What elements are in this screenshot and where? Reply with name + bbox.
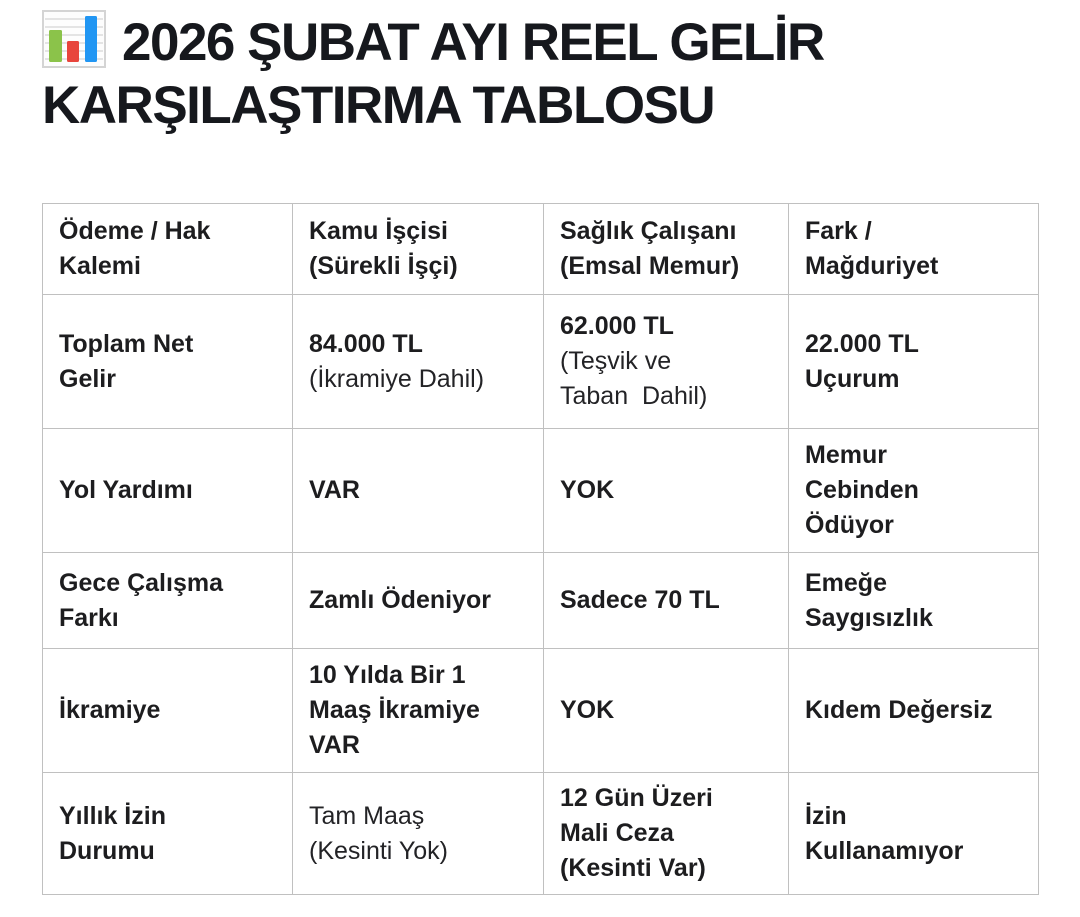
- cell-value: Zamlı Ödeniyor: [309, 586, 491, 614]
- row-label: İkramiye: [59, 696, 161, 724]
- cell-value: YOK: [560, 476, 615, 504]
- row-label-cell: Yıllık İzin Durumu: [42, 772, 293, 895]
- table-cell: İzin Kullanamıyor: [788, 772, 1039, 895]
- cell-value: Emeğe Saygısızlık: [805, 568, 933, 632]
- table-row-yol-yardimi: Yol Yardımı VAR YOK Memur Cebinden Ödüyo…: [42, 428, 1039, 553]
- comparison-table: Ödeme / Hak Kalemi Kamu İşçisi (Sürekli …: [42, 203, 1039, 895]
- row-label-cell: Gece Çalışma Farkı: [42, 552, 293, 649]
- row-label: Yol Yardımı: [59, 476, 193, 504]
- table-cell: YOK: [543, 648, 789, 773]
- page-title: 2026 ŞUBAT AYI REEL GELİR KARŞILAŞTIRMA …: [42, 10, 1038, 137]
- column-header-label: Ödeme / Hak Kalemi: [59, 217, 211, 280]
- table-header-row: Ödeme / Hak Kalemi Kamu İşçisi (Sürekli …: [42, 203, 1039, 295]
- column-header-label: Sağlık Çalışanı (Emsal Memur): [560, 217, 740, 280]
- table-cell: 12 Gün Üzeri Mali Ceza (Kesinti Var): [543, 772, 789, 895]
- table-cell: 62.000 TL (Teşvik ve Taban Dahil): [543, 294, 789, 429]
- table-row-ikramiye: İkramiye 10 Yılda Bir 1 Maaş İkramiye VA…: [42, 648, 1039, 773]
- row-label: Gece Çalışma Farkı: [59, 568, 223, 632]
- table-row-toplam-net-gelir: Toplam Net Gelir 84.000 TL (İkramiye Dahi…: [42, 294, 1039, 429]
- column-header-label: Fark / Mağduriyet: [805, 217, 939, 280]
- table-cell: 10 Yılda Bir 1 Maaş İkramiye VAR: [292, 648, 544, 773]
- row-label: Yıllık İzin Durumu: [59, 801, 166, 865]
- cell-value: Memur Cebinden Ödüyor: [805, 441, 919, 539]
- cell-value: İzin Kullanamıyor: [805, 801, 964, 865]
- table-cell: Zamlı Ödeniyor: [292, 552, 544, 649]
- bar-chart-icon: [42, 10, 106, 68]
- table-cell: Emeğe Saygısızlık: [788, 552, 1039, 649]
- table-cell: VAR: [292, 428, 544, 553]
- table-row-yillik-izin-durumu: Yıllık İzin Durumu Tam Maaş (Kesinti Yok…: [42, 772, 1039, 895]
- table-cell: Memur Cebinden Ödüyor: [788, 428, 1039, 553]
- table-row-gece-calisma-farki: Gece Çalışma Farkı Zamlı Ödeniyor Sadece…: [42, 552, 1039, 649]
- cell-subtext: (İkramiye Dahil): [309, 364, 485, 393]
- row-label: Toplam Net Gelir: [59, 329, 194, 393]
- cell-value: Sadece 70 TL: [560, 586, 720, 614]
- page-title-text: 2026 ŞUBAT AYI REEL GELİR KARŞILAŞTIRMA …: [42, 13, 825, 135]
- cell-value: 62.000 TL: [560, 312, 674, 340]
- cell-value: 12 Gün Üzeri Mali Ceza (Kesinti Var): [560, 784, 713, 882]
- table-cell: 84.000 TL (İkramiye Dahil): [292, 294, 544, 429]
- column-header-kamu-iscisi: Kamu İşçisi (Sürekli İşçi): [292, 203, 544, 295]
- cell-value: VAR: [309, 476, 360, 504]
- table-cell: Tam Maaş (Kesinti Yok): [292, 772, 544, 895]
- column-header-label: Kamu İşçisi (Sürekli İşçi): [309, 217, 458, 280]
- cell-value: Kıdem Değersiz: [805, 696, 993, 724]
- cell-subtext: (Teşvik ve Taban Dahil): [560, 347, 708, 410]
- cell-value: YOK: [560, 696, 615, 724]
- cell-subtext: Tam Maaş (Kesinti Yok): [309, 801, 448, 865]
- row-label-cell: İkramiye: [42, 648, 293, 773]
- table-cell: Sadece 70 TL: [543, 552, 789, 649]
- table-cell: 22.000 TL Uçurum: [788, 294, 1039, 429]
- cell-value: 10 Yılda Bir 1 Maaş İkramiye VAR: [309, 661, 480, 759]
- cell-value: 84.000 TL: [309, 329, 423, 358]
- cell-value: 22.000 TL Uçurum: [805, 329, 919, 393]
- table-cell: Kıdem Değersiz: [788, 648, 1039, 773]
- row-label-cell: Toplam Net Gelir: [42, 294, 293, 429]
- column-header-saglik-calisani: Sağlık Çalışanı (Emsal Memur): [543, 203, 789, 295]
- column-header-fark-magduriyet: Fark / Mağduriyet: [788, 203, 1039, 295]
- row-label-cell: Yol Yardımı: [42, 428, 293, 553]
- column-header-odeme-hak: Ödeme / Hak Kalemi: [42, 203, 293, 295]
- table-cell: YOK: [543, 428, 789, 553]
